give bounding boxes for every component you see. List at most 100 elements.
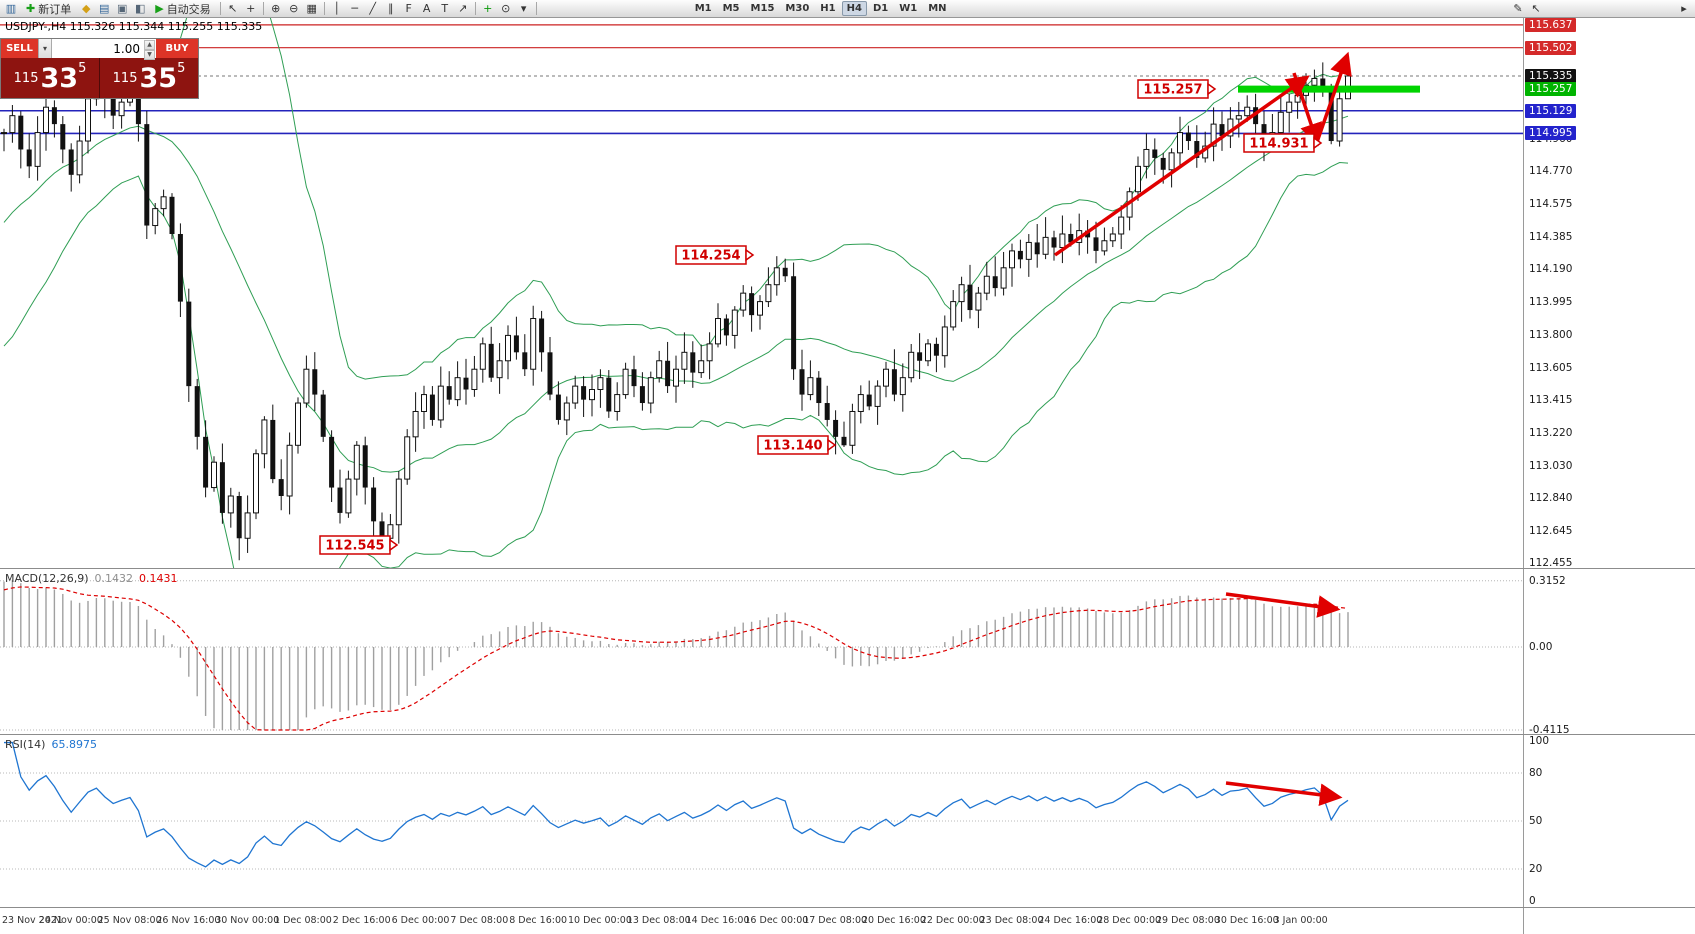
chart-title: USDJPY-,H4 115.326 115.344 115.255 115.3… (5, 20, 263, 33)
text-icon[interactable]: A (418, 1, 436, 17)
price-tick: 112.455 (1529, 556, 1573, 569)
toolbar-separator (219, 2, 221, 15)
rsi-arrow (1225, 781, 1343, 807)
time-label: 13 Dec 08:00 (626, 915, 691, 926)
buy-button[interactable]: BUY (156, 39, 198, 58)
time-label: 2 Dec 16:00 (332, 915, 391, 926)
time-label: 6 Dec 00:00 (391, 915, 450, 926)
volume-input[interactable] (52, 41, 142, 56)
macd-histogram (3, 580, 1349, 730)
timeframe-m30[interactable]: M30 (785, 3, 810, 14)
auto-trading-button[interactable]: ▶ 自动交易 (149, 1, 216, 17)
timeframe-m15[interactable]: M15 (750, 3, 775, 14)
time-label: 30 Nov 00:00 (215, 915, 280, 926)
timeframe-mn[interactable]: MN (928, 3, 947, 14)
timeframe-m5[interactable]: M5 (722, 3, 740, 14)
timeframe-d1[interactable]: D1 (872, 3, 889, 14)
cursor-icon[interactable]: ↖ (224, 1, 242, 17)
channel-icon[interactable]: ∥ (382, 1, 400, 17)
time-axis[interactable]: 23 Nov 2021 24 Nov 00:00 25 Nov 08:00 26 No… (0, 908, 1523, 934)
macd-scale-tick: 0.3152 (1529, 574, 1566, 587)
toolbar-separator (262, 2, 264, 15)
profiles-icon-glyph: ◆ (81, 1, 91, 15)
price-chart-plot[interactable]: 115.257 114.931 114.254 113.140 112.545 USDJ… (0, 18, 1523, 568)
macd-value-signal: 0.1431 (139, 572, 178, 585)
macd-plot[interactable]: MACD(12,26,9) 0.1432 0.1431 (0, 569, 1523, 734)
zoom-in-icon[interactable]: ⊕ (267, 1, 285, 17)
horizontal-line-icon[interactable]: ─ (346, 1, 364, 17)
edit-icon[interactable]: ✎ (1509, 1, 1527, 17)
toolbar-separator (323, 2, 325, 15)
rsi-line (4, 741, 1349, 868)
toolbar-separator (474, 2, 476, 15)
time-label: 20 Dec 16:00 (862, 915, 926, 926)
macd-chart[interactable] (0, 569, 1523, 734)
rsi-scale[interactable]: 100 80 50 20 0 (1523, 735, 1695, 907)
candles (1, 62, 1351, 561)
zoom-out-icon[interactable]: ⊖ (285, 1, 303, 17)
volume-dropdown-icon[interactable]: ▾ (38, 39, 52, 58)
timeframe-h4[interactable]: H4 (841, 1, 867, 16)
new-chart-icon[interactable]: ▥ (2, 1, 20, 17)
pointer-icon-glyph: ↖ (1531, 1, 1541, 15)
time-label: 10 Dec 00:00 (568, 915, 632, 926)
arrow-tool-icon[interactable]: ↗ (454, 1, 472, 17)
trendline-icon-glyph: ╱ (369, 1, 376, 15)
buy-price-sup: 5 (177, 61, 186, 76)
market-watch-icon[interactable]: ▤ (95, 1, 113, 17)
fibonacci-icon[interactable]: F (400, 1, 418, 17)
auto-trading-button-label: 自动交易 (166, 2, 211, 16)
time-label: 30 Dec 16:00 (1214, 915, 1279, 926)
navigator-icon[interactable]: ◧ (131, 1, 149, 17)
macd-scale-tick: -0.4115 (1529, 724, 1570, 736)
collapse-icon[interactable]: ▸ (1675, 1, 1693, 17)
time-label: 3 Jan 00:00 (1273, 915, 1328, 926)
grid-icon[interactable]: ▦ (303, 1, 321, 17)
vertical-line-icon[interactable]: │ (328, 1, 346, 17)
sell-button[interactable]: SELL (1, 39, 38, 58)
price-tick: 114.190 (1529, 263, 1573, 276)
buy-price-prefix: 115 (112, 70, 138, 86)
svg-text:114.931: 114.931 (1249, 137, 1308, 152)
pointer-icon[interactable]: ↖ (1527, 1, 1545, 17)
period-icon[interactable]: ⊙ (497, 1, 515, 17)
text-label-icon[interactable]: T (436, 1, 454, 17)
timeframe-m1[interactable]: M1 (694, 3, 712, 14)
rsi-chart[interactable] (0, 735, 1523, 907)
crosshair-icon[interactable]: + (242, 1, 260, 17)
rsi-scale-tick: 100 (1529, 735, 1550, 747)
profiles-icon[interactable]: ◆ (77, 1, 95, 17)
indicators-icon[interactable]: + (479, 1, 497, 17)
macd-value-main: 0.1432 (94, 572, 134, 585)
sell-price-panel[interactable]: 115 33 5 (1, 58, 100, 98)
price-tick: 113.605 (1529, 362, 1573, 375)
time-label: 26 Nov 16:00 (156, 915, 221, 926)
axis-corner (1523, 908, 1695, 934)
data-window-icon[interactable]: ▣ (113, 1, 131, 17)
volume-down-icon[interactable]: ▼ (144, 50, 155, 60)
collapse-icon-glyph: ▸ (1681, 1, 1687, 15)
timeframe-w1[interactable]: W1 (899, 3, 918, 14)
rsi-name: RSI(14) (5, 738, 46, 751)
price-tick: 112.840 (1529, 491, 1573, 504)
zoom-out-icon-glyph: ⊖ (289, 1, 299, 15)
sell-price-prefix: 115 (13, 70, 39, 86)
volume-up-icon[interactable]: ▲ (144, 40, 155, 50)
new-order-button[interactable]: ✚ 新订单 (20, 1, 77, 17)
price-tick: 114.575 (1529, 198, 1573, 211)
price-tick: 113.030 (1529, 459, 1573, 472)
price-scale[interactable]: 114.960114.770114.575114.385114.190113.9… (1523, 17, 1695, 569)
cursor-icon-glyph: ↖ (228, 1, 238, 15)
macd-scale[interactable]: 0.3152 0.00 -0.4115 (1523, 569, 1695, 736)
trend-arrows (1053, 51, 1352, 257)
time-label: 14 Dec 16:00 (685, 915, 750, 926)
trendline-icon[interactable]: ╱ (364, 1, 382, 17)
rsi-plot[interactable]: RSI(14) 65.8975 (0, 735, 1523, 907)
svg-text:115.257: 115.257 (1143, 83, 1202, 98)
timeframe-h1[interactable]: H1 (820, 3, 836, 14)
price-chart[interactable]: 115.257 114.931 114.254 113.140 112.545 (0, 18, 1523, 568)
toolbar-separator (535, 2, 537, 15)
sell-price-sup: 5 (78, 61, 87, 76)
template-icon[interactable]: ▾ (515, 1, 533, 17)
buy-price-panel[interactable]: 115 35 5 (100, 58, 198, 98)
